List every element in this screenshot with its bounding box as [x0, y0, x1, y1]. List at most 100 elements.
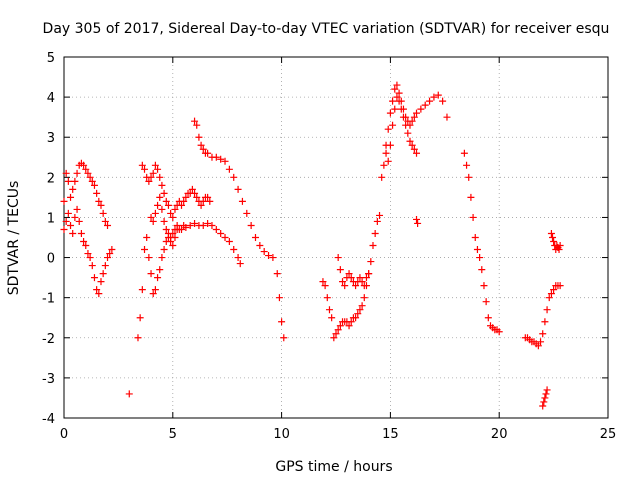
data-point	[473, 246, 481, 254]
data-point	[217, 229, 225, 237]
x-tick-label: 5	[169, 427, 177, 442]
data-point	[64, 177, 72, 185]
data-point	[125, 390, 133, 398]
data-point	[358, 302, 366, 310]
data-point	[99, 270, 107, 278]
data-point	[247, 221, 255, 229]
data-point	[360, 294, 368, 302]
plot-frame	[63, 56, 609, 419]
data-point	[537, 338, 545, 346]
data-point	[206, 197, 214, 205]
data-point	[471, 234, 479, 241]
data-point	[221, 157, 229, 165]
data-point	[230, 173, 238, 181]
data-point	[384, 157, 392, 165]
data-point	[539, 402, 547, 410]
data-point	[556, 282, 564, 290]
data-point	[413, 215, 421, 223]
data-point	[80, 161, 88, 169]
data-point	[384, 125, 392, 133]
data-point	[101, 262, 109, 270]
data-point	[365, 270, 373, 278]
data-point	[95, 197, 103, 205]
data-point	[151, 286, 159, 294]
data-point	[171, 234, 179, 241]
data-point	[534, 342, 542, 350]
data-point	[199, 145, 207, 153]
data-point	[256, 242, 264, 250]
data-point	[463, 161, 471, 169]
data-point	[182, 193, 190, 201]
data-point	[362, 274, 370, 282]
data-point	[417, 105, 425, 113]
data-point	[154, 274, 162, 282]
data-point	[319, 278, 327, 286]
data-point	[347, 318, 355, 326]
data-point	[212, 225, 220, 233]
data-point	[151, 161, 159, 169]
x-tick-label: 20	[491, 427, 508, 442]
data-point	[550, 286, 558, 294]
data-point	[69, 185, 77, 193]
data-point	[273, 270, 281, 278]
data-point	[149, 290, 157, 298]
data-point	[540, 398, 548, 406]
data-point	[191, 117, 199, 125]
data-point	[430, 93, 438, 101]
data-point	[482, 298, 490, 306]
data-point	[467, 193, 475, 201]
data-point	[408, 141, 416, 149]
data-point	[160, 189, 168, 197]
data-point	[167, 209, 175, 217]
data-point	[376, 211, 384, 219]
data-point	[160, 217, 168, 225]
data-point	[542, 390, 550, 398]
data-point	[345, 270, 353, 278]
data-point	[549, 234, 557, 241]
x-tick-label: 10	[273, 427, 290, 442]
data-point	[339, 278, 347, 286]
data-point	[138, 161, 146, 169]
data-point	[182, 223, 190, 231]
data-point	[330, 334, 338, 342]
data-point	[380, 161, 388, 169]
data-point	[547, 229, 555, 237]
data-point	[145, 177, 153, 185]
data-point	[199, 221, 207, 229]
data-point	[434, 91, 442, 99]
data-point	[90, 274, 98, 282]
data-point	[389, 97, 397, 105]
data-point	[173, 221, 181, 229]
data-point	[410, 113, 418, 121]
data-point	[347, 274, 355, 282]
data-point	[178, 225, 186, 233]
data-point	[147, 270, 155, 278]
y-tick-label: -2	[42, 332, 55, 347]
data-point	[325, 306, 333, 314]
data-point	[280, 334, 288, 342]
data-point	[265, 252, 273, 260]
data-point	[71, 213, 79, 221]
data-point	[86, 173, 94, 181]
data-point	[197, 201, 205, 209]
data-point	[323, 294, 331, 302]
data-point	[154, 201, 162, 209]
data-point	[236, 260, 244, 268]
data-point	[104, 221, 112, 229]
data-point	[95, 290, 103, 298]
data-point	[156, 173, 164, 181]
data-point	[352, 314, 360, 322]
data-point	[82, 242, 90, 250]
data-point	[480, 282, 488, 290]
data-point	[378, 173, 386, 181]
data-point	[195, 133, 203, 141]
data-point	[406, 137, 414, 145]
data-point	[269, 254, 277, 262]
data-point	[82, 165, 90, 173]
data-point	[147, 173, 155, 181]
data-point	[389, 121, 397, 129]
x-tick-label: 15	[382, 427, 399, 442]
data-marks	[60, 81, 564, 410]
data-point	[543, 386, 551, 394]
